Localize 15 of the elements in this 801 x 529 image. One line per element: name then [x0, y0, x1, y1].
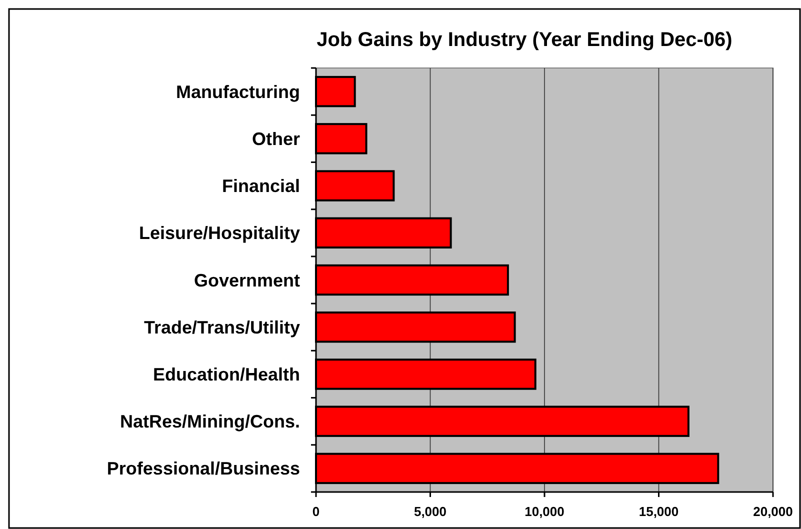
y-tick-label: Leisure/Hospitality: [138, 223, 300, 244]
y-tick-label: Manufacturing: [176, 82, 300, 102]
x-tick-label: 0: [312, 504, 320, 519]
y-tick-label: NatRes/Mining/Cons.: [120, 412, 300, 432]
y-tick-label: Other: [252, 128, 300, 149]
y-tick-label: Trade/Trans/Utility: [144, 317, 300, 338]
y-tick-label: Financial: [222, 176, 300, 196]
x-tick-label: 20,000: [753, 504, 793, 519]
x-tick-label: 15,000: [638, 504, 679, 519]
x-tick-label: 10,000: [524, 504, 564, 519]
y-tick-label: Government: [194, 270, 300, 290]
y-tick-label: Education/Health: [152, 364, 300, 385]
y-tick-label: Professional/Business: [106, 458, 300, 479]
x-tick-label: 5,000: [414, 504, 447, 519]
chart-title: Job Gains by Industry (Year Ending Dec-06): [316, 29, 732, 51]
